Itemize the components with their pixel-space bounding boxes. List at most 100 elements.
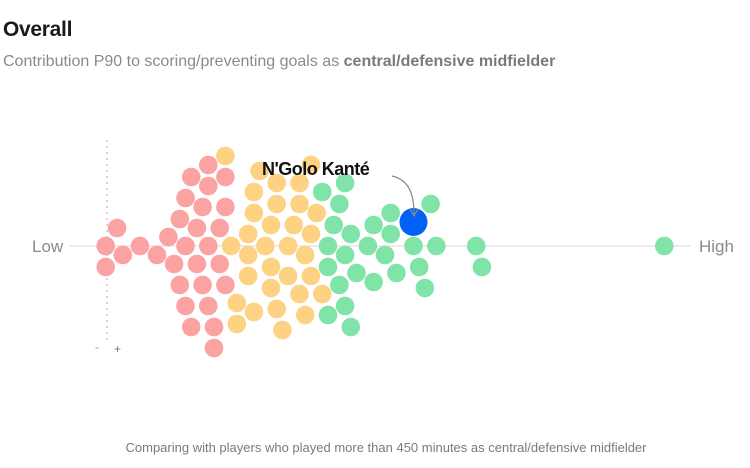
player-dot [176,188,195,208]
annotation-arrowhead [409,208,419,218]
player-dot [290,173,309,193]
player-dot [318,236,338,256]
player-dot [267,173,287,193]
subtitle-position: central/defensive midfielder [343,53,556,70]
player-dot [210,254,229,274]
annotation-arrow [391,175,415,215]
player-dot [181,167,201,187]
player-dot [244,302,264,322]
player-dot [381,224,401,244]
player-dot [96,236,115,256]
scale-plus: + [114,342,121,356]
player-dot [341,224,361,244]
player-dot [238,266,258,286]
player-dot [113,245,133,265]
player-dot [278,266,298,286]
high-label: High [699,237,734,256]
player-dot [295,245,315,265]
chart-subtitle: Contribution P90 to scoring/preventing g… [3,53,555,71]
player-dot [238,224,258,244]
player-dot [199,296,218,316]
player-dot [381,203,401,223]
player-dot [278,236,298,256]
player-dot [330,275,349,295]
player-dot [227,293,247,313]
player-dot [170,209,190,229]
player-dot [193,275,212,295]
player-dot [221,236,241,256]
player-dot [415,278,435,298]
player-dot [216,275,235,295]
player-dot [347,263,366,283]
scale-minus: - [95,340,99,354]
player-dot [170,275,190,295]
player-dot [216,167,235,187]
player-dot [216,197,235,217]
player-dot [267,299,287,319]
player-dot [375,245,395,265]
player-dot [187,218,207,238]
player-dot [107,218,127,238]
subtitle-text: Contribution P90 to scoring/preventing g… [3,53,344,70]
player-dot [199,236,218,256]
player-dot [181,317,201,337]
player-dot [255,236,275,256]
player-dot [290,194,309,214]
player-dot [261,257,281,277]
player-dot [130,236,150,256]
player-dot [210,218,229,238]
player-dot [387,263,406,283]
player-dot [335,173,355,193]
player-dot [204,317,224,337]
player-dot [358,236,378,256]
player-dot [267,194,287,214]
player-dot [466,236,486,256]
chart-title: Overall [3,18,73,41]
player-dot [187,254,207,274]
player-dot [273,320,292,340]
player-dot [216,146,235,166]
player-dot [330,194,349,214]
player-dot [409,257,429,277]
player-dot [307,203,326,223]
player-dot [364,272,383,292]
player-dot [164,254,184,274]
dots-layer [96,146,674,358]
player-dot [655,236,674,256]
player-dot [313,182,332,202]
player-dot [295,305,315,325]
player-dot [324,215,344,235]
chart-footnote: Comparing with players who played more t… [125,440,647,455]
highlight-label: N'Golo Kanté [262,159,370,179]
highlight-player-dot [399,208,428,236]
player-dot [341,317,361,337]
player-dot [238,245,258,265]
player-dot [244,203,264,223]
player-dot [301,224,321,244]
player-dot [244,182,264,202]
player-dot [290,284,309,304]
player-dot [301,155,321,175]
player-dot [193,197,212,217]
player-dot [227,314,247,334]
player-dot [472,257,492,277]
player-dot [176,296,195,316]
player-dot [318,305,338,325]
player-dot [159,227,178,247]
player-dot [335,296,355,316]
low-label: Low [32,237,64,256]
player-dot [199,176,218,196]
player-dot [421,194,440,214]
player-dot [318,257,338,277]
player-dot [284,215,304,235]
player-dot [313,284,332,304]
player-dot [261,215,281,235]
player-dot [261,278,281,298]
player-dot [176,236,195,256]
player-dot [96,257,115,277]
player-dot [335,245,355,265]
player-dot [204,338,224,358]
player-dot [199,155,218,175]
player-dot [364,215,383,235]
